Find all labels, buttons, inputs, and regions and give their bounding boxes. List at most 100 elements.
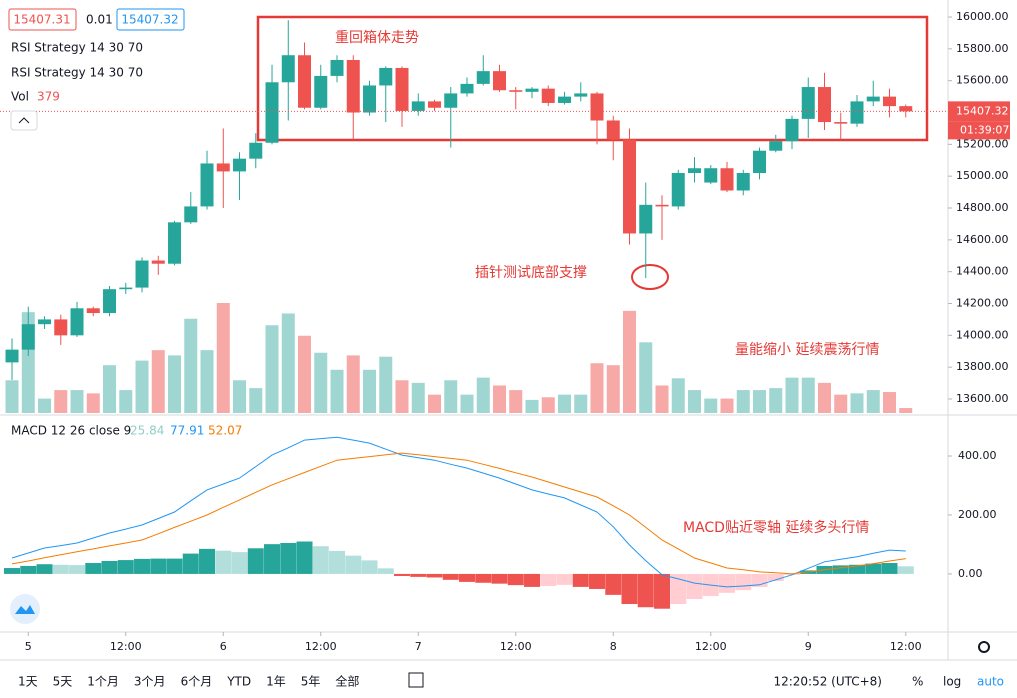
volume-bar xyxy=(119,390,133,413)
x-tick-label: 12:00 xyxy=(500,640,532,653)
volume-bar xyxy=(639,342,653,413)
y-tick-label: 15600.00 xyxy=(956,74,1009,87)
volume-bar xyxy=(574,394,588,413)
range-button[interactable]: 1个月 xyxy=(87,675,119,689)
y-tick-label: 14400.00 xyxy=(956,265,1009,278)
close-box xyxy=(116,8,185,31)
indicator: RSI Strategy 14 30 70 xyxy=(11,41,143,55)
change: 0.01 xyxy=(86,13,113,27)
candle-body xyxy=(200,163,214,207)
range-button[interactable]: 1天 xyxy=(18,675,38,689)
candle-body xyxy=(54,319,68,336)
scale-option[interactable]: % xyxy=(912,675,923,689)
volume-bar xyxy=(411,382,425,413)
volume-bar xyxy=(785,377,799,413)
range-button[interactable]: 3个月 xyxy=(134,675,166,689)
range-button[interactable]: YTD xyxy=(226,675,251,689)
candle-body xyxy=(639,204,653,234)
candle-body xyxy=(476,71,490,84)
macd-title: MACD 12 26 close 9 xyxy=(11,424,131,438)
candle-body xyxy=(135,260,149,288)
x-tick-label: 12:00 xyxy=(305,640,337,653)
volume-bar xyxy=(671,378,685,413)
histogram-bar xyxy=(654,573,671,609)
candle-body xyxy=(736,172,750,191)
volume-bar xyxy=(720,398,734,413)
histogram-bar xyxy=(442,573,459,580)
range-button[interactable]: 5年 xyxy=(301,675,321,689)
x-tick-label: 6 xyxy=(220,640,227,653)
histogram-bar xyxy=(36,564,53,574)
volume-bar xyxy=(86,393,100,413)
annotation: 插针测试底部支撑 xyxy=(475,265,587,281)
histogram-bar xyxy=(572,573,589,587)
volume-bar xyxy=(866,390,880,413)
range-button[interactable]: 1年 xyxy=(266,675,286,689)
x-tick-label: 12:00 xyxy=(695,640,727,653)
close-label: 15407.32 xyxy=(121,13,178,27)
histogram-bar xyxy=(621,573,638,604)
volume-bar xyxy=(379,356,393,413)
scale-option[interactable]: auto xyxy=(977,675,1004,689)
logo[interactable] xyxy=(10,594,40,624)
range-button[interactable]: 6个月 xyxy=(181,675,213,689)
histogram-bar xyxy=(410,573,427,577)
histogram-bar xyxy=(345,555,362,574)
y-tick-label: 0.00 xyxy=(958,567,983,580)
histogram-bar xyxy=(4,568,21,574)
y-tick-label: 13600.00 xyxy=(956,392,1009,405)
histogram-bar xyxy=(540,573,557,587)
histogram-bar xyxy=(134,558,151,574)
candle-body xyxy=(623,139,637,234)
volume-bar xyxy=(590,363,604,413)
annotation: MACD贴近零轴 延续多头行情 xyxy=(683,519,869,536)
candle-body xyxy=(655,204,669,207)
x-tick-label: 7 xyxy=(415,640,422,653)
histogram-bar xyxy=(101,560,118,574)
volume-bar xyxy=(184,318,198,413)
collapse-button[interactable] xyxy=(10,110,38,131)
last-price-label: 15407.32 xyxy=(956,104,1009,117)
volume-bar xyxy=(298,335,312,413)
histogram-bar xyxy=(735,573,752,591)
macd-value: 77.91 xyxy=(170,424,204,438)
macd-line xyxy=(11,436,906,588)
candle-body xyxy=(818,87,832,123)
goto-date-icon[interactable] xyxy=(408,672,424,688)
histogram-bar xyxy=(849,564,866,574)
range-button[interactable]: 全部 xyxy=(335,674,359,689)
clock: 12:20:52 (UTC+8) xyxy=(773,675,882,689)
histogram-bar xyxy=(524,573,541,587)
histogram-bar xyxy=(394,573,411,576)
box-annotation xyxy=(256,15,929,142)
volume-label: Vol xyxy=(11,90,29,104)
candle-body xyxy=(671,172,685,207)
candle-body xyxy=(411,101,425,111)
candle-body xyxy=(866,96,880,102)
candle-body xyxy=(103,289,117,314)
volume-bar xyxy=(54,390,68,413)
annotation: 量能缩小 延续震荡行情 xyxy=(735,341,879,358)
candle-body xyxy=(850,101,864,124)
y-tick-label: 400.00 xyxy=(958,449,997,462)
candle-body xyxy=(265,82,279,143)
range-button[interactable]: 5天 xyxy=(53,675,73,689)
y-tick-label: 14200.00 xyxy=(956,297,1009,310)
y-tick-label: 14000.00 xyxy=(956,328,1009,341)
volume-bar xyxy=(541,397,555,413)
histogram-bar xyxy=(686,573,703,599)
candle-body xyxy=(688,168,702,173)
circle-annotation xyxy=(631,264,669,290)
histogram-bar xyxy=(312,546,329,574)
volume-bar xyxy=(233,380,247,413)
y-tick-label: 14800.00 xyxy=(956,201,1009,214)
y-tick-label: 15200.00 xyxy=(956,137,1009,150)
histogram-bar xyxy=(296,541,313,574)
volume-bar xyxy=(688,390,702,413)
volume-bar xyxy=(5,380,19,413)
scale-option[interactable]: log xyxy=(943,675,961,689)
volume-bar xyxy=(801,377,815,413)
histogram-bar xyxy=(247,548,264,574)
settings-icon[interactable] xyxy=(978,641,990,653)
